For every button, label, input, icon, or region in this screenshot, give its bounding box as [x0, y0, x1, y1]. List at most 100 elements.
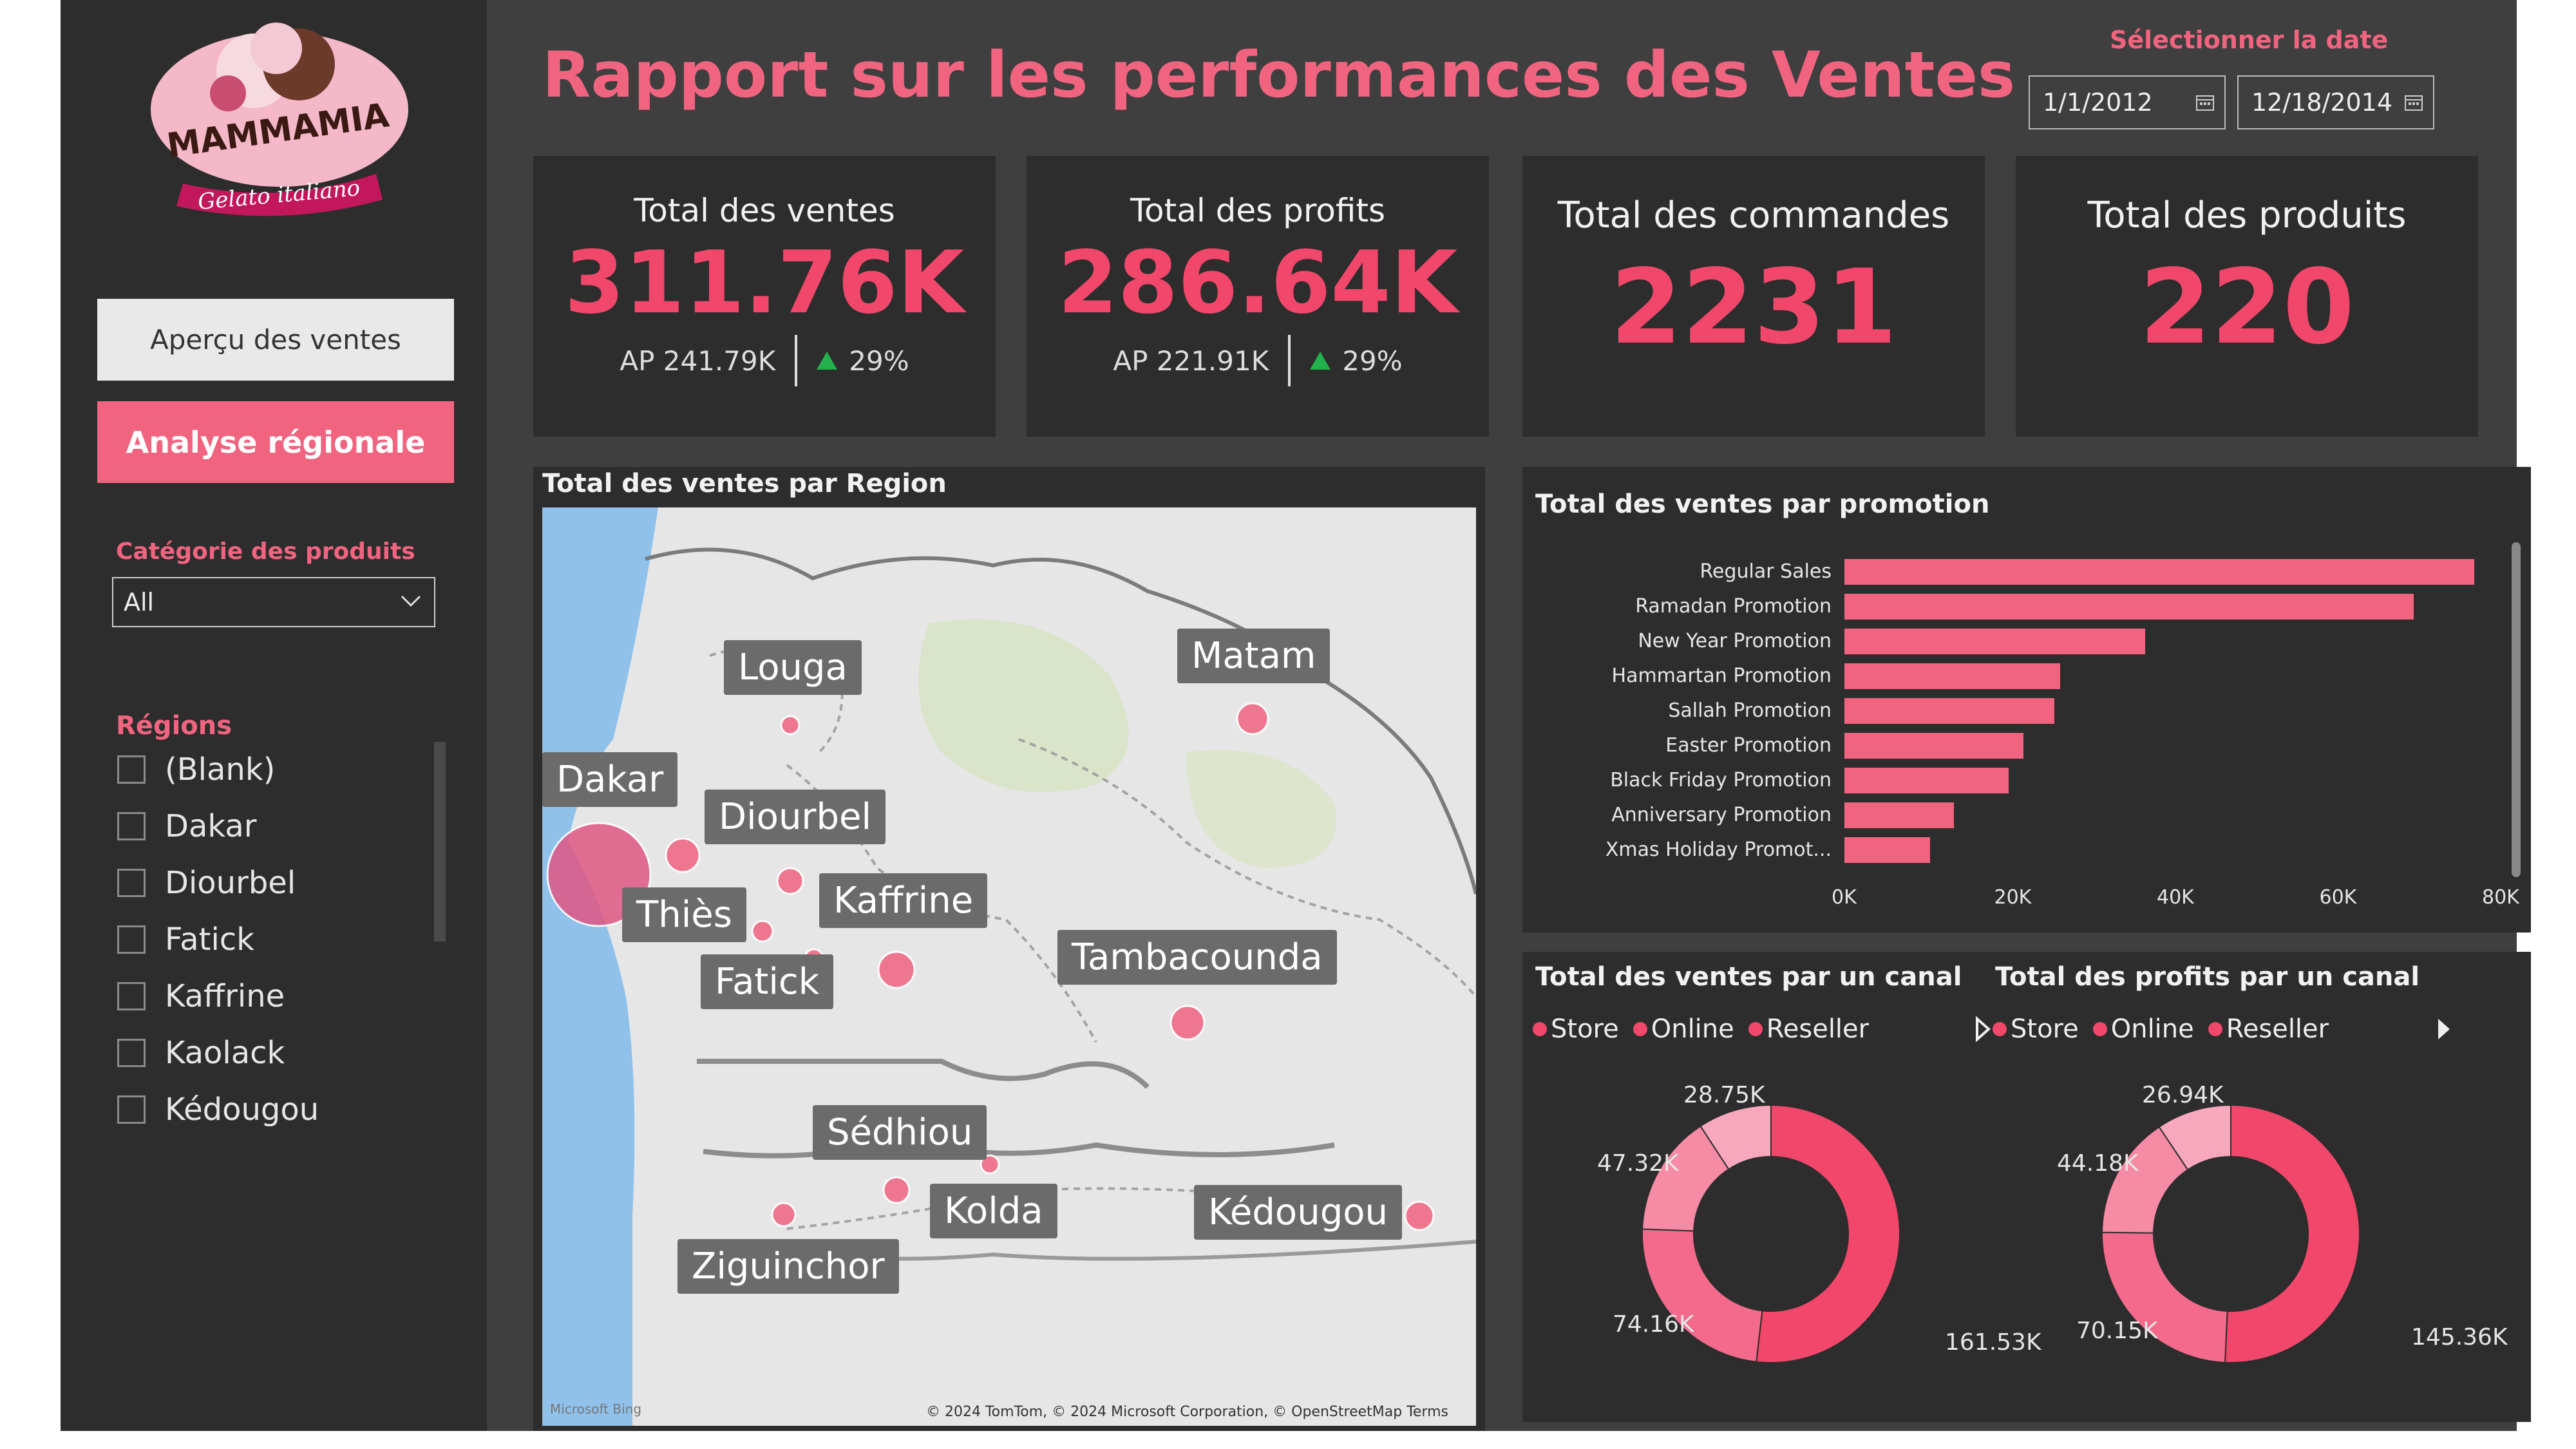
bar-category-label: Xmas Holiday Promot...: [1605, 838, 1832, 861]
category-select[interactable]: All: [112, 577, 435, 627]
region-item[interactable]: Fatick: [117, 917, 254, 962]
donut-label: 70.15K: [2076, 1318, 2158, 1344]
region-item[interactable]: Kédougou: [117, 1087, 319, 1132]
donut-label: 44.18K: [2057, 1150, 2139, 1177]
checkbox[interactable]: [117, 982, 146, 1010]
bar[interactable]: [1844, 559, 2475, 585]
map-label: Kaffrine: [819, 873, 988, 928]
play-icon[interactable]: [1973, 1016, 1993, 1042]
page-title: Rapport sur les performances des Ventes: [542, 39, 2016, 112]
donut-label: 28.75K: [1683, 1082, 1765, 1108]
bar[interactable]: [1844, 802, 1955, 828]
checkbox[interactable]: [117, 925, 146, 954]
map-title: Total des ventes par Region: [542, 469, 947, 498]
x-tick-label: 80K: [2482, 886, 2519, 909]
canal-profit-slice[interactable]: [2224, 1104, 2360, 1363]
kpi-delta: 29%: [1342, 345, 1403, 377]
kpi-card-profits: Total des profits 286.64K AP 221.91K 29%: [1027, 156, 1489, 437]
region-label: (Blank): [165, 752, 276, 788]
checkbox[interactable]: [117, 755, 146, 784]
start-date-input[interactable]: 1/1/2012: [2029, 75, 2226, 129]
bar[interactable]: [1844, 663, 2060, 689]
kpi-card-sales: Total des ventes 311.76K AP 241.79K 29%: [533, 156, 996, 437]
bar[interactable]: [1844, 733, 2023, 759]
region-label: Kaolack: [165, 1035, 285, 1071]
up-arrow-icon: [1310, 352, 1331, 370]
donut-label: 161.53K: [1945, 1329, 2041, 1356]
bar[interactable]: [1844, 837, 1930, 863]
region-item[interactable]: Dakar: [117, 804, 256, 849]
map-brand: Microsoft Bing: [550, 1401, 642, 1417]
regions-scrollbar[interactable]: [434, 742, 446, 942]
canal-profit-slice[interactable]: [2101, 1231, 2228, 1363]
legend-dot: [2092, 1022, 2107, 1036]
checkbox[interactable]: [117, 1095, 146, 1124]
x-tick-label: 40K: [2157, 886, 2194, 909]
promo-scrollbar[interactable]: [2512, 542, 2521, 877]
legend-label: Store: [1551, 1014, 1619, 1044]
up-arrow-icon: [817, 352, 838, 370]
bar-category-label: Easter Promotion: [1665, 734, 1832, 757]
canal-profit-donut: [2101, 1104, 2360, 1363]
bar[interactable]: [1844, 768, 2009, 793]
region-item[interactable]: (Blank): [117, 747, 275, 792]
region-label: Kédougou: [165, 1092, 319, 1128]
canal-profit-legend: Store Online Reseller: [1986, 1014, 2329, 1044]
legend-dot: [1633, 1022, 1647, 1036]
kpi-title: Total des profits: [1130, 192, 1386, 229]
nav-sales-overview[interactable]: Aperçu des ventes: [97, 299, 454, 381]
donut-label: 74.16K: [1613, 1311, 1694, 1338]
legend-label: Store: [2011, 1014, 2079, 1044]
kpi-title: Total des ventes: [634, 192, 895, 229]
canal-profit-title: Total des profits par un canal: [1995, 962, 2420, 992]
divider: [1288, 335, 1291, 386]
region-item[interactable]: Diourbel: [117, 860, 296, 905]
end-date-value: 12/18/2014: [2251, 88, 2393, 117]
canal-sales-slice[interactable]: [1642, 1228, 1763, 1363]
region-label: Diourbel: [165, 865, 296, 901]
mammamia-logo: MAMMAMIA Gelato italiano: [138, 13, 421, 228]
checkbox[interactable]: [117, 869, 146, 897]
checkbox[interactable]: [117, 1039, 146, 1067]
canal-sales-donut: [1642, 1104, 1900, 1363]
x-tick-label: 20K: [1994, 886, 2032, 909]
kpi-value: 2231: [1610, 247, 1897, 367]
calendar-icon[interactable]: [2403, 92, 2424, 113]
x-tick-label: 60K: [2319, 886, 2357, 909]
next-icon[interactable]: [2434, 1016, 2454, 1042]
date-label: Sélectionner la date: [2110, 26, 2389, 54]
nav-regional-analysis[interactable]: Analyse régionale: [97, 401, 454, 483]
bar-category-label: Hammartan Promotion: [1611, 665, 1832, 687]
bar[interactable]: [1844, 629, 2146, 654]
bar[interactable]: [1844, 594, 2414, 620]
bar-category-label: Anniversary Promotion: [1611, 804, 1832, 826]
start-date-value: 1/1/2012: [2043, 88, 2153, 117]
map-region-sales[interactable]: Louga Matam Dakar Diourbel Kaffrine Thiè…: [542, 507, 1476, 1426]
legend-label: Online: [1651, 1014, 1734, 1044]
legend-label: Online: [2110, 1014, 2194, 1044]
legend-label: Reseller: [2226, 1014, 2329, 1044]
bar-category-label: Ramadan Promotion: [1635, 595, 1832, 618]
canal-sales-slice[interactable]: [1756, 1104, 1900, 1363]
bar-category-label: Regular Sales: [1700, 560, 1832, 583]
legend-label: Reseller: [1766, 1014, 1870, 1044]
region-item[interactable]: Kaolack: [117, 1030, 285, 1075]
bar-category-label: New Year Promotion: [1638, 630, 1832, 652]
bar[interactable]: [1844, 698, 2054, 724]
canal-profit-slice[interactable]: [2158, 1104, 2231, 1171]
region-label: Dakar: [165, 808, 257, 844]
checkbox[interactable]: [117, 812, 146, 840]
kpi-subline: AP 241.79K 29%: [533, 335, 996, 386]
region-item[interactable]: Kaffrine: [117, 974, 285, 1019]
map-label: Ziguinchor: [677, 1239, 899, 1294]
end-date-input[interactable]: 12/18/2014: [2237, 75, 2434, 129]
calendar-icon[interactable]: [2195, 92, 2215, 113]
canal-sales-slice[interactable]: [1700, 1104, 1772, 1170]
kpi-card-products: Total des produits 220: [2016, 156, 2478, 437]
map-attribution[interactable]: © 2024 TomTom, © 2024 Microsoft Corporat…: [926, 1404, 1448, 1420]
donut-label: 145.36K: [2411, 1324, 2508, 1350]
map-label: Dakar: [542, 752, 678, 807]
map-label: Tambacounda: [1057, 930, 1337, 985]
kpi-card-orders: Total des commandes 2231: [1522, 156, 1985, 437]
canal-sales-title: Total des ventes par un canal: [1535, 962, 1962, 992]
